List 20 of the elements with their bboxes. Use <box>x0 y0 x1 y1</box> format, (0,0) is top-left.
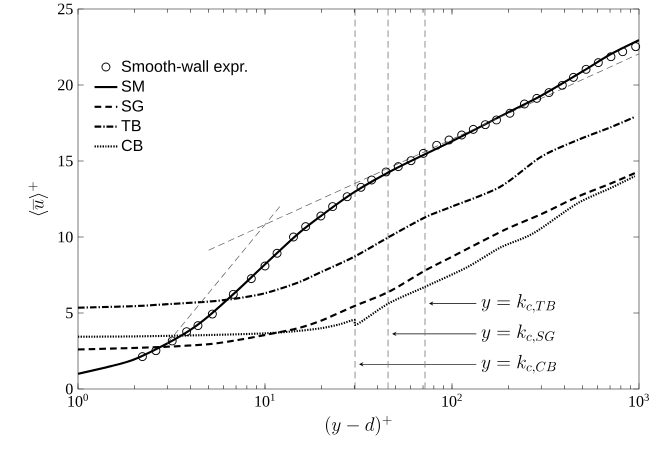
x-tick-label: 10$^{3}$ <box>629 394 649 407</box>
x-axis-title: $(y-d)^+$ <box>326 416 392 436</box>
y-tick-label: 10 <box>58 232 73 242</box>
ref-line-label: $y=k_{c,CB}$ <box>482 354 556 374</box>
x-tick-label: 10$^{2}$ <box>442 394 462 407</box>
y-tick-label: 5 <box>66 308 73 318</box>
y-tick-label: 25 <box>58 4 73 14</box>
y-axis-title: $\langle\overline{u}\rangle^+$ <box>28 182 48 216</box>
legend-label: SM <box>122 80 144 92</box>
legend-label: TB <box>121 120 141 132</box>
ref-line-label: $y=k_{c,TB}$ <box>482 294 556 313</box>
legend-label: Smooth-wall expr. <box>122 60 247 76</box>
legend-label: CB <box>122 140 142 152</box>
x-tick-label: 10$^{1}$ <box>255 394 275 407</box>
y-tick-label: 20 <box>58 80 73 90</box>
y-tick-label: 0 <box>66 384 73 394</box>
legend-label: SG <box>122 100 143 112</box>
ref-line-label: $y=k_{c,SG}$ <box>482 324 555 344</box>
x-tick-label: 10$^{0}$ <box>68 394 88 407</box>
y-tick-label: 15 <box>58 156 73 166</box>
